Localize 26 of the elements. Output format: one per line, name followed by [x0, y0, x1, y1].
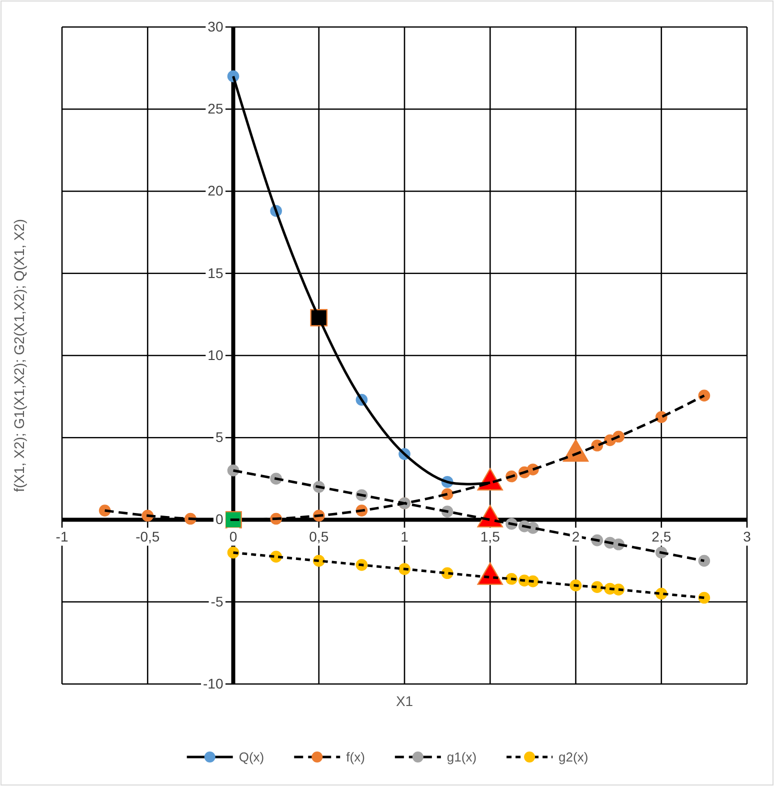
x-tick-label: 2,5 — [652, 528, 672, 545]
x-tick-label: 1,5 — [480, 528, 500, 545]
y-tick-label: 20 — [208, 182, 224, 199]
x-axis-title: X1 — [396, 693, 414, 709]
point — [698, 554, 710, 567]
legend-label: f(x) — [346, 750, 365, 765]
x-tick-label: 0,5 — [309, 528, 329, 545]
y-tick-label: 5 — [215, 429, 224, 446]
y-tick-label: 15 — [208, 264, 224, 281]
legend-label: Q(x) — [238, 750, 264, 765]
y-tick-label: -5 — [210, 593, 224, 610]
x-tick-label: 2 — [572, 528, 580, 545]
x-tick-label: -0,5 — [136, 528, 160, 545]
y-tick-label: 25 — [208, 100, 224, 117]
y-tick-label: 10 — [208, 346, 224, 363]
y-axis-title: f(X1, X2); G1(X1,X2); G2(X1,X2); Q(X1, X2) — [11, 218, 27, 492]
y-tick-label: 0 — [215, 511, 224, 528]
legend-label: g1(x) — [446, 750, 477, 765]
point — [310, 309, 328, 326]
legend-label: g2(x) — [558, 750, 588, 765]
x-tick-label: 3 — [743, 528, 752, 545]
y-tick-label: 30 — [208, 18, 224, 34]
y-tick-label: -10 — [203, 675, 224, 692]
x-tick-label: 1 — [400, 528, 409, 545]
x-tick-label: 0 — [229, 528, 238, 545]
x-tick-label: -1 — [56, 528, 68, 545]
